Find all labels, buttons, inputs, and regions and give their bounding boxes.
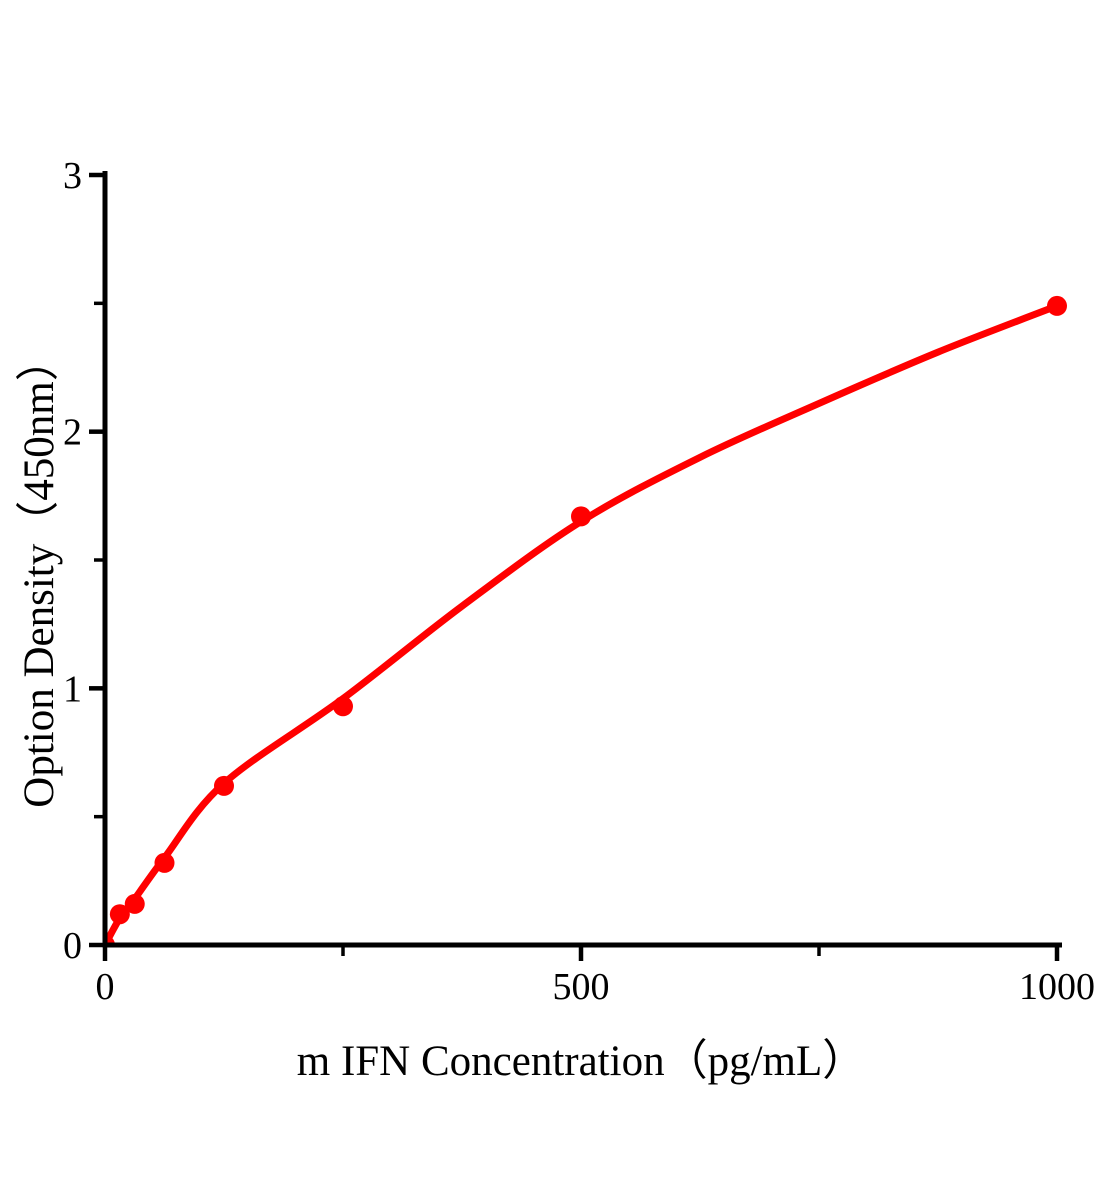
data-point (214, 775, 234, 796)
y-tick-label: 2 (63, 412, 82, 454)
data-point (333, 696, 353, 717)
y-tick-label: 3 (63, 155, 82, 197)
axes (89, 171, 1062, 961)
y-tick-label: 0 (63, 925, 82, 967)
data-point (124, 893, 145, 914)
x-tick-label: 500 (553, 966, 610, 1008)
x-axis-title: m IFN Concentration（pg/mL） (296, 1038, 866, 1085)
y-axis-title: Option Density（450nm） (16, 338, 63, 808)
data-point (154, 852, 175, 873)
data-point (1047, 295, 1067, 316)
fit-curve (105, 302, 1061, 945)
plot-area (105, 295, 1067, 945)
data-point (109, 904, 130, 925)
x-tick-label: 0 (96, 966, 115, 1008)
y-tick-label: 1 (63, 668, 82, 710)
tick-labels: 0 1 2 3 0 500 1000 (63, 155, 1095, 1008)
x-tick-label: 1000 (1019, 966, 1095, 1008)
data-point (571, 506, 591, 527)
